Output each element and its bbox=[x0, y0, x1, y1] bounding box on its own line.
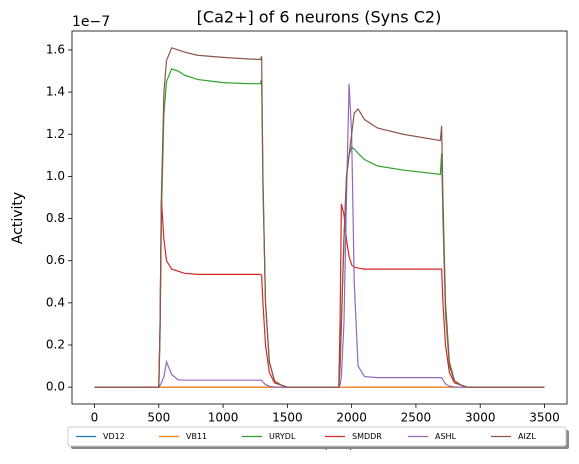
line bbox=[94, 47, 545, 388]
y-tick-label: 1.2 bbox=[46, 127, 65, 141]
x-tick-label: 2000 bbox=[336, 411, 367, 425]
y-tick-label: 1.0 bbox=[46, 169, 65, 183]
x-tick-label: 500 bbox=[147, 411, 170, 425]
y-axis-label: Activity bbox=[10, 192, 26, 244]
x-tick-label: 3500 bbox=[529, 411, 560, 425]
legend-label: SMDDR bbox=[352, 432, 382, 441]
y-tick-label: 1.4 bbox=[46, 85, 65, 99]
plot-frame bbox=[71, 30, 568, 405]
x-tick-label: 0 bbox=[91, 411, 99, 425]
line bbox=[94, 68, 545, 388]
y-tick-label: 0.0 bbox=[46, 380, 65, 394]
legend-label: VD12 bbox=[103, 432, 125, 441]
y-tick-label: 0.6 bbox=[46, 253, 65, 267]
line bbox=[94, 83, 545, 388]
x-tick-label: 1000 bbox=[208, 411, 239, 425]
y-offset-label: 1e−7 bbox=[72, 14, 110, 30]
x-tick-label: 3000 bbox=[465, 411, 496, 425]
x-tick-label: 2500 bbox=[401, 411, 432, 425]
chart-title: [Ca2+] of 6 neurons (Syns C2) bbox=[197, 8, 442, 27]
legend-label: VB11 bbox=[186, 432, 207, 441]
y-tick-label: 1.6 bbox=[46, 42, 65, 56]
y-tick-label: 0.2 bbox=[46, 337, 65, 351]
x-tick-label: 1500 bbox=[272, 411, 303, 425]
legend-box bbox=[67, 426, 567, 447]
legend-label: URYDL bbox=[269, 432, 296, 441]
y-tick-label: 0.4 bbox=[46, 295, 65, 309]
line bbox=[94, 199, 545, 388]
legend-label: ASHL bbox=[435, 432, 457, 441]
y-tick-label: 0.8 bbox=[46, 211, 65, 225]
legend-label: AIZL bbox=[518, 432, 536, 441]
